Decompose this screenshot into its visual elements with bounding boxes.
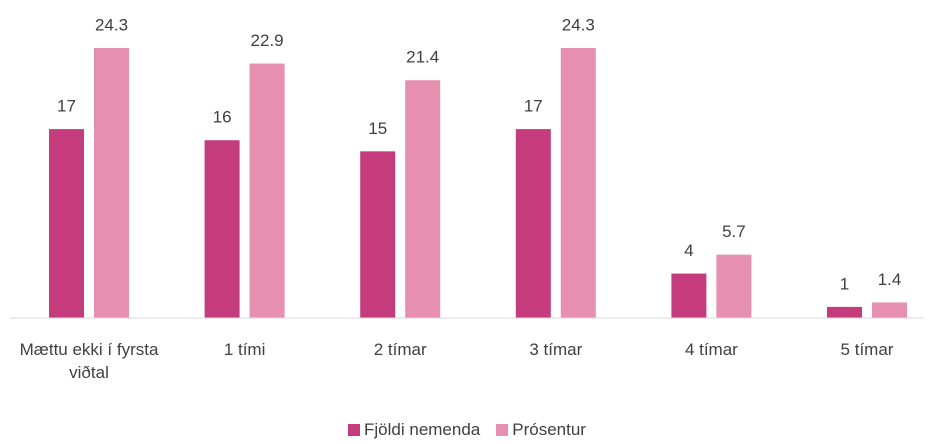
data-label: 1.4 (878, 270, 902, 289)
data-label: 17 (57, 97, 76, 116)
x-tick-label: 1 tími (223, 340, 266, 359)
legend-swatch (496, 424, 509, 436)
data-label: 22.9 (251, 31, 284, 50)
legend-label: Fjöldi nemenda (364, 420, 481, 439)
bar (671, 273, 707, 318)
bar (560, 48, 596, 318)
x-tick-label: 2 tímar (373, 340, 427, 359)
bar (405, 80, 441, 318)
legend: Fjöldi nemenda Prósentur (0, 420, 934, 440)
legend-swatch (348, 424, 361, 436)
data-label: 15 (368, 119, 387, 138)
legend-item: Fjöldi nemenda (348, 420, 480, 440)
data-label: 1 (840, 274, 849, 293)
bar (49, 129, 84, 318)
x-tick-label: 4 tímar (684, 340, 738, 359)
legend-item: Prósentur (496, 420, 586, 440)
bar (872, 302, 907, 318)
data-label: 5.7 (722, 222, 746, 241)
bar (360, 151, 396, 318)
data-label: 21.4 (406, 48, 439, 67)
bar (716, 254, 752, 318)
bar (515, 129, 551, 318)
data-label: 4 (684, 241, 693, 260)
bar (827, 306, 862, 318)
legend-label: Prósentur (512, 420, 586, 439)
bar (204, 140, 240, 318)
bar (249, 63, 285, 318)
bar (94, 48, 129, 318)
data-label: 16 (213, 108, 232, 127)
x-tick-label: Mættu ekki í fyrsta viðtal (19, 340, 159, 382)
x-tick-label: 5 tímar (840, 340, 894, 359)
x-tick-label: 3 tímar (529, 340, 583, 359)
data-label: 17 (524, 97, 543, 116)
data-label: 24.3 (562, 15, 595, 34)
data-label: 24.3 (95, 15, 128, 34)
